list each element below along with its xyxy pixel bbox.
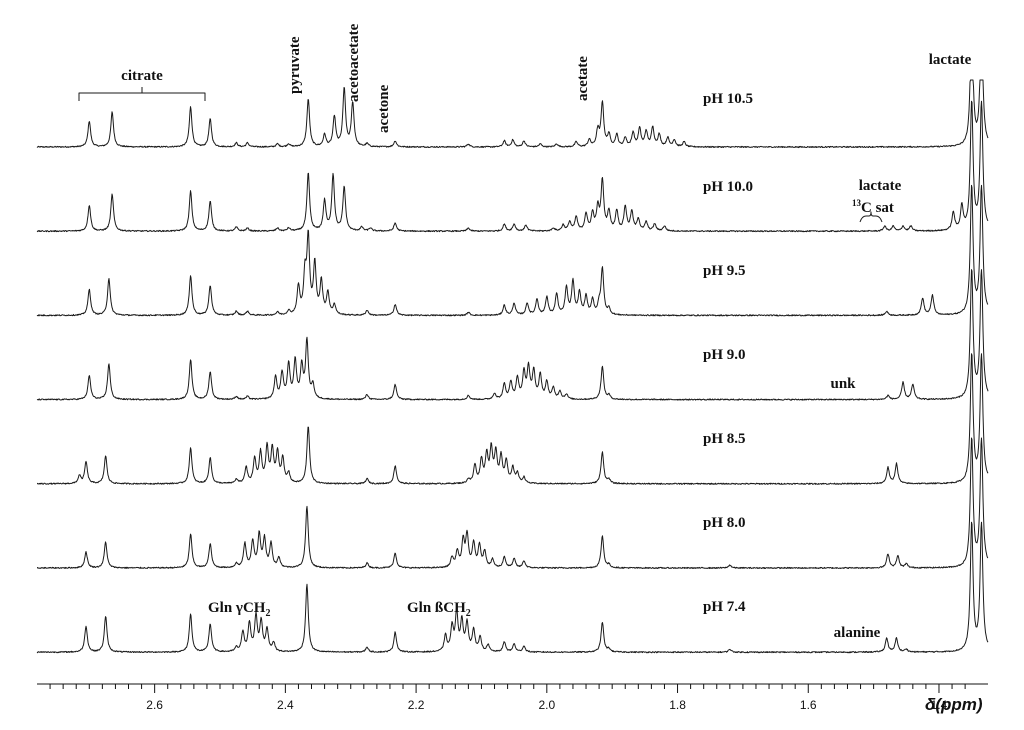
gln-gamma-text: Gln γCH bbox=[208, 600, 266, 616]
unk-label: unk bbox=[830, 376, 856, 392]
spectrum-trace-ph-8-0 bbox=[37, 437, 989, 570]
x-axis: 2.6 2.4 2.2 2.0 1.8 1.6 1.4 bbox=[37, 683, 988, 712]
pyruvate-label: pyruvate bbox=[287, 36, 303, 94]
citrate-bracket bbox=[78, 87, 206, 101]
ph-label-8-0: pH 8.0 bbox=[703, 515, 746, 531]
x-tick-label: 2.6 bbox=[146, 698, 163, 712]
gln-beta-text: Gln ßCH bbox=[407, 600, 466, 616]
x-tick-label: 2.2 bbox=[408, 698, 425, 712]
x-axis-title: δ(ppm) bbox=[925, 695, 983, 714]
alanine-label: alanine bbox=[834, 625, 881, 641]
ph-label-8-5: pH 8.5 bbox=[703, 431, 746, 447]
c13-sat-text: C sat bbox=[861, 200, 894, 216]
spectra-traces bbox=[36, 79, 989, 654]
gln-beta-label: Gln ßCH2 bbox=[407, 600, 471, 619]
acetate-label: acetate bbox=[575, 56, 591, 101]
ph-label-9-0: pH 9.0 bbox=[703, 347, 746, 363]
spectrum-trace-ph-10-0 bbox=[36, 100, 989, 233]
sat-bracket bbox=[859, 211, 883, 223]
annotations: citrate pyruvate acetoacetate acetone ac… bbox=[78, 23, 983, 714]
c13-superscript: 13 bbox=[852, 198, 862, 208]
spectrum-trace-ph-8-5 bbox=[37, 353, 989, 485]
x-tick-label: 1.4 bbox=[931, 698, 948, 712]
spectrum-trace-ph-9-0 bbox=[36, 269, 989, 401]
citrate-label: citrate bbox=[121, 68, 163, 84]
x-tick-label: 1.6 bbox=[800, 698, 817, 712]
ph-label-10-0: pH 10.0 bbox=[703, 179, 753, 195]
ph-label-7-4: pH 7.4 bbox=[703, 599, 746, 615]
lactate-sat-label: lactate bbox=[859, 178, 902, 194]
lactate-top-label: lactate bbox=[929, 52, 972, 68]
spectrum-trace-ph-7-4 bbox=[36, 521, 989, 654]
gln-gamma-label: Gln γCH2 bbox=[208, 600, 270, 619]
c13-sat-label: 13C sat bbox=[852, 198, 894, 216]
spectrum-trace-ph-9-5 bbox=[36, 184, 989, 317]
x-tick-label: 2.4 bbox=[277, 698, 294, 712]
ph-label-9-5: pH 9.5 bbox=[703, 263, 746, 279]
acetone-label: acetone bbox=[376, 84, 392, 133]
acetoacetate-label: acetoacetate bbox=[346, 23, 362, 102]
ph-label-10-5: pH 10.5 bbox=[703, 91, 753, 107]
x-tick-label: 2.0 bbox=[538, 698, 555, 712]
gln-beta-subscript: 2 bbox=[466, 608, 471, 619]
x-tick-label: 1.8 bbox=[669, 698, 686, 712]
gln-gamma-subscript: 2 bbox=[265, 608, 270, 619]
spectrum-trace-ph-10-5 bbox=[36, 79, 989, 149]
